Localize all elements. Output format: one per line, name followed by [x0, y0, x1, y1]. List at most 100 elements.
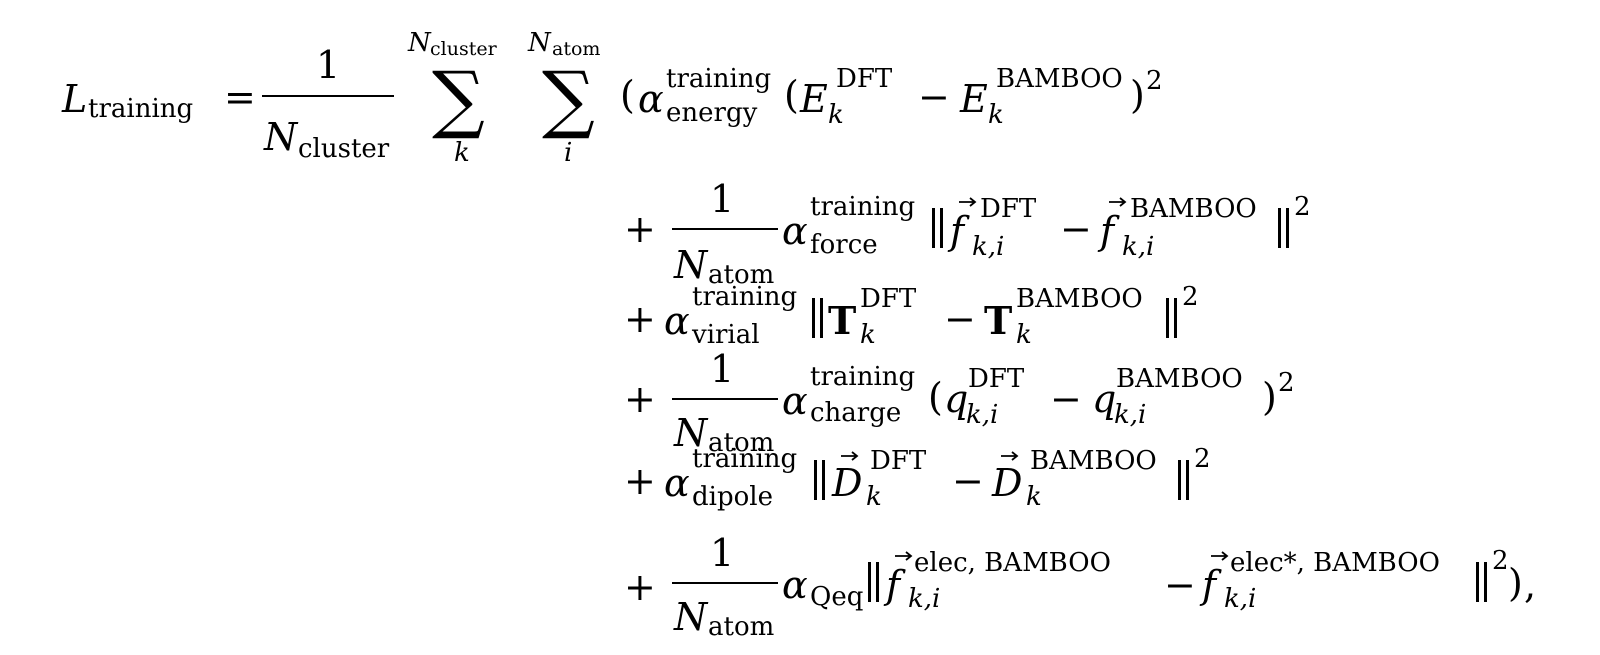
virial-bamboo-T: T [984, 298, 1013, 343]
virial-bamboo-superscript: BAMBOO [1016, 284, 1143, 314]
qeq-norm-left-2 [876, 562, 879, 602]
charge-frac-numerator: 1 [710, 347, 735, 391]
charge-frac-subscript: atom [708, 428, 775, 458]
qeq-frac-bar [672, 582, 778, 584]
fraction-numerator: 1 [316, 43, 341, 87]
dipole-bamboo-D: D [992, 461, 1023, 505]
qeq-norm-left-1 [868, 562, 871, 602]
qeq-elec-f: f [886, 563, 901, 607]
charge-open-paren: ( [928, 375, 943, 419]
alpha-dipole: α [664, 461, 690, 505]
sum-k-upper-N: N [408, 28, 431, 58]
qeq-frac-subscript: atom [708, 612, 775, 642]
force-bamboo-vector-arrow [1109, 197, 1127, 207]
dipole-norm-left-1 [814, 460, 817, 500]
energy-open-paren: ( [784, 73, 799, 117]
alpha-virial-superscript: training [692, 282, 798, 312]
energy-bamboo-subscript: k [988, 100, 1004, 130]
trailing-comma: , [1524, 563, 1537, 607]
loss-subscript: training [88, 94, 194, 124]
charge-bamboo-superscript: BAMBOO [1116, 364, 1243, 394]
force-dft-superscript: DFT [980, 194, 1037, 224]
dipole-norm-right-1 [1178, 460, 1181, 500]
virial-plus: + [624, 297, 656, 341]
force-norm-right-2 [1286, 208, 1289, 248]
dipole-norm-left-2 [822, 460, 825, 500]
sum-k-upper-subscript: cluster [430, 38, 497, 60]
alpha-virial-subscript: virial [692, 320, 760, 350]
force-bamboo-subscript: k,i [1122, 232, 1155, 262]
fraction-denominator-N: N [264, 115, 298, 159]
virial-norm-left-1 [812, 298, 815, 338]
alpha-energy-superscript: training [666, 64, 772, 94]
qeq-frac-N: N [674, 595, 708, 639]
energy-bamboo-E: E [960, 77, 988, 121]
qeq-elec-vector-arrow [895, 551, 913, 561]
dipole-square: 2 [1194, 444, 1211, 474]
dipole-minus: − [952, 459, 984, 503]
energy-dft-E: E [800, 77, 828, 121]
fraction-bar [262, 95, 394, 97]
dipole-norm-right-2 [1186, 460, 1189, 500]
force-square: 2 [1294, 192, 1311, 222]
loss-symbol: L [62, 77, 88, 121]
virial-minus: − [944, 297, 976, 341]
qeq-elec-subscript: k,i [908, 584, 941, 614]
force-norm-left-1 [932, 208, 935, 248]
force-dft-vector-arrow [959, 197, 977, 207]
virial-dft-superscript: DFT [860, 284, 917, 314]
energy-dft-subscript: k [828, 100, 844, 130]
dipole-dft-superscript: DFT [870, 446, 927, 476]
charge-frac-N: N [674, 411, 708, 455]
alpha-force: α [782, 209, 808, 253]
charge-minus: − [1050, 377, 1082, 421]
force-dft-f: f [950, 209, 965, 253]
charge-dft-superscript: DFT [968, 364, 1025, 394]
virial-norm-left-2 [820, 298, 823, 338]
qeq-plus: + [624, 565, 656, 609]
dipole-dft-D: D [832, 461, 863, 505]
dipole-bamboo-subscript: k [1026, 482, 1042, 512]
alpha-dipole-superscript: training [692, 444, 798, 474]
sum-i-upper-subscript: atom [552, 38, 601, 60]
dipole-dft-subscript: k [866, 482, 882, 512]
charge-dft-q: q [944, 377, 969, 421]
virial-dft-T: T [828, 298, 857, 343]
energy-square: 2 [1146, 66, 1163, 96]
sum-i-index: i [564, 138, 573, 168]
qeq-norm-right-1 [1476, 562, 1479, 602]
force-frac-subscript: atom [708, 260, 775, 290]
charge-bamboo-q: q [1092, 377, 1117, 421]
force-plus: + [624, 207, 656, 251]
alpha-energy-subscript: energy [666, 98, 758, 128]
open-paren: ( [620, 73, 635, 117]
force-norm-left-2 [940, 208, 943, 248]
force-bamboo-f: f [1100, 209, 1115, 253]
alpha-charge: α [782, 379, 808, 423]
force-norm-right-1 [1278, 208, 1281, 248]
alpha-charge-superscript: training [810, 362, 916, 392]
alpha-force-subscript: force [810, 230, 878, 260]
alpha-virial: α [664, 299, 690, 343]
virial-bamboo-subscript: k [1016, 320, 1032, 350]
qeq-square: 2 [1492, 546, 1509, 576]
charge-plus: + [624, 377, 656, 421]
charge-bamboo-subscript: k,i [1114, 400, 1147, 430]
qeq-elecstar-subscript: k,i [1224, 584, 1257, 614]
charge-square: 2 [1278, 368, 1295, 398]
dipole-dft-vector-arrow [841, 451, 859, 461]
sum-k-index: k [454, 138, 470, 168]
sum-k-sigma: ∑ [432, 56, 485, 142]
force-frac-N: N [674, 243, 708, 287]
force-bamboo-superscript: BAMBOO [1130, 194, 1257, 224]
qeq-elec-superscript: elec, BAMBOO [914, 548, 1111, 578]
qeq-frac-numerator: 1 [710, 531, 735, 575]
energy-minus: − [918, 75, 950, 119]
alpha-dipole-subscript: dipole [692, 482, 773, 512]
qeq-elecstar-superscript: elec*, BAMBOO [1230, 548, 1440, 578]
alpha-force-superscript: training [810, 192, 916, 222]
charge-dft-subscript: k,i [966, 400, 999, 430]
charge-close-paren: ) [1262, 375, 1277, 419]
alpha-charge-subscript: charge [810, 398, 902, 428]
